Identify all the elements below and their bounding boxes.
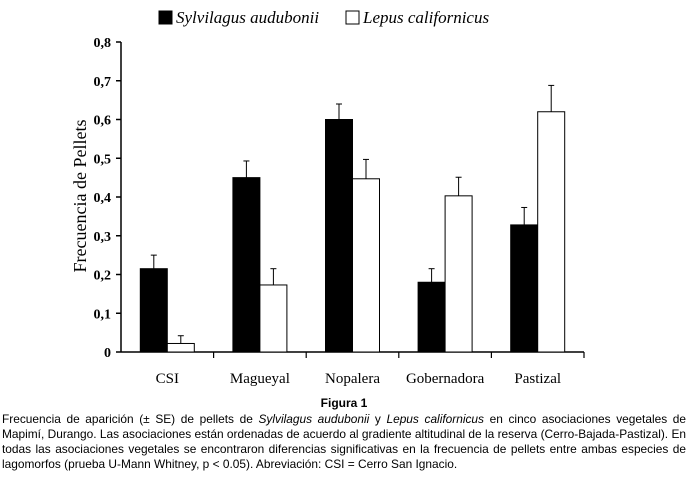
- category-label-magueyal: Magueyal: [230, 371, 290, 387]
- legend-label-lepus: Lepus californicus: [362, 8, 489, 27]
- y-tick-label: 0,2: [94, 269, 112, 284]
- bar-lepus-magueyal: [259, 284, 288, 353]
- bar-sylvilagus-gobernadora: [417, 281, 446, 353]
- legend-swatch-sylvilagus: [158, 10, 173, 25]
- caption-species-1: Sylvilagus audubonii: [258, 412, 370, 426]
- figure-caption: Frecuencia de aparición (± SE) de pellet…: [2, 412, 686, 472]
- bar-sylvilagus-nopalera: [325, 119, 353, 353]
- bar-lepus-nopalera: [352, 178, 380, 353]
- category-label-pastizal: Pastizal: [514, 371, 561, 387]
- caption-text-2: y: [369, 412, 387, 426]
- bar-lepus-pastizal: [537, 111, 566, 353]
- y-tick-label: 0,3: [94, 230, 112, 245]
- error-bars: [150, 84, 555, 344]
- y-tick-label: 0,7: [94, 75, 112, 90]
- bar-lepus-csi: [166, 342, 195, 353]
- y-axis-label: Frecuencia de Pellets: [70, 120, 90, 273]
- y-tick-label: 0,6: [94, 114, 112, 129]
- caption-species-2: Lepus californicus: [386, 412, 484, 426]
- y-tick-label: 0,5: [94, 152, 112, 167]
- legend-label-sylvilagus: Sylvilagus audubonii: [176, 8, 319, 27]
- y-tick-label: 0,8: [94, 36, 112, 51]
- y-tick-label: 0: [104, 346, 111, 361]
- bar-chart: Sylvilagus audubonii Lepus californicus …: [70, 8, 585, 387]
- legend-swatch-lepus: [345, 10, 360, 25]
- category-label-csi: CSI: [156, 371, 179, 387]
- bar-sylvilagus-magueyal: [232, 177, 261, 353]
- category-label-nopalera: Nopalera: [325, 371, 380, 387]
- y-tick-label: 0,4: [94, 191, 112, 206]
- bar-sylvilagus-pastizal: [510, 224, 539, 353]
- figure-title: Figura 1: [320, 396, 368, 410]
- category-label-gobernadora: Gobernadora: [406, 371, 485, 387]
- bar-lepus-gobernadora: [444, 195, 473, 353]
- caption-text-3: en cinco asociaciones vegetales de Mapim…: [2, 412, 687, 471]
- x-ticks: [213, 352, 585, 358]
- category-labels: CSI Magueyal Nopalera Gobernadora Pastizal: [156, 371, 561, 387]
- bar-sylvilagus-csi: [139, 268, 168, 353]
- y-tick-label: 0,1: [94, 307, 112, 322]
- legend: Sylvilagus audubonii Lepus californicus: [158, 8, 489, 27]
- bars: [139, 111, 566, 353]
- y-ticks: 0 0,1 0,2 0,3 0,4 0,5 0,6 0,7 0,8: [94, 36, 121, 361]
- caption-text-1: Frecuencia de aparición (± SE) de pellet…: [2, 412, 259, 426]
